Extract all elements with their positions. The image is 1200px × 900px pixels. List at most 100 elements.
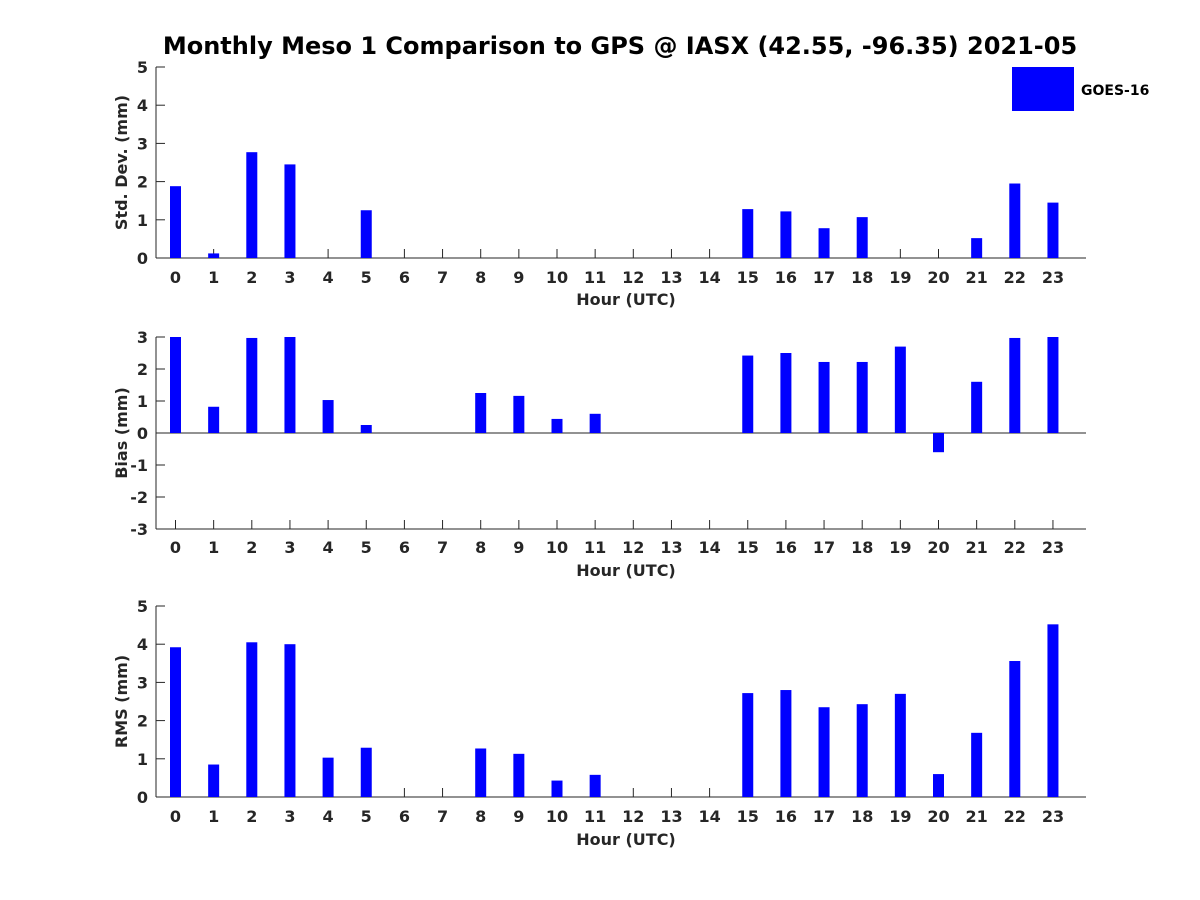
rms-y-tick-label: 3 [137, 673, 148, 692]
rms-bar-hour-11 [589, 774, 601, 797]
rms-x-tick-label: 14 [698, 807, 720, 826]
bias-x-tick-label: 8 [475, 538, 486, 557]
rms-x-tick-label: 22 [1004, 807, 1026, 826]
bias-bar-hour-19 [894, 346, 906, 433]
bias-bar-hour-23 [1047, 337, 1059, 433]
bias-x-tick-label: 12 [622, 538, 644, 557]
bias-bar-hour-20 [933, 433, 944, 453]
std-dev-y-tick-label: 5 [137, 58, 148, 77]
bias-bar-hour-9 [513, 395, 525, 433]
bias-x-tick-label: 21 [966, 538, 988, 557]
rms-bar-hour-22 [1009, 661, 1021, 797]
legend-swatch [1012, 67, 1074, 111]
rms-y-axis-label: RMS (mm) [112, 655, 131, 748]
std-dev-x-tick-label: 7 [437, 268, 448, 287]
rms-x-tick-label: 1 [208, 807, 219, 826]
rms-bar-hour-20 [933, 774, 944, 797]
bias-y-tick-label: 1 [137, 392, 148, 411]
rms-x-tick-label: 21 [966, 807, 988, 826]
rms-bar-hour-2 [246, 642, 258, 797]
bias-bar-hour-3 [284, 337, 296, 433]
std-dev-x-tick-label: 0 [170, 268, 181, 287]
rms-bar-hour-5 [360, 747, 372, 797]
std-dev-x-tick-label: 12 [622, 268, 644, 287]
rms-x-tick-label: 7 [437, 807, 448, 826]
std-dev-x-axis-label: Hour (UTC) [576, 290, 676, 309]
std-dev-x-tick-label: 6 [399, 268, 410, 287]
rms-x-tick-label: 4 [323, 807, 334, 826]
std-dev-x-tick-label: 8 [475, 268, 486, 287]
rms-x-tick-label: 6 [399, 807, 410, 826]
std-dev-x-tick-label: 18 [851, 268, 873, 287]
std-dev-y-axis-label: Std. Dev. (mm) [112, 95, 131, 230]
rms-x-tick-label: 16 [775, 807, 797, 826]
rms-bar-hour-3 [284, 644, 296, 797]
rms-bar-hour-23 [1047, 624, 1059, 797]
std-dev-bar-hour-1 [208, 253, 220, 258]
bias-x-tick-label: 11 [584, 538, 606, 557]
rms-bar-hour-4 [322, 757, 334, 797]
rms-x-tick-label: 0 [170, 807, 181, 826]
rms-x-tick-label: 15 [737, 807, 759, 826]
bias-bar-hour-16 [780, 353, 792, 433]
rms-bar-hour-17 [818, 707, 830, 797]
std-dev-x-tick-label: 13 [660, 268, 682, 287]
bias-x-tick-label: 13 [660, 538, 682, 557]
std-dev-y-tick-label: 1 [137, 211, 148, 230]
figure-title: Monthly Meso 1 Comparison to GPS @ IASX … [163, 32, 1077, 60]
std-dev-x-tick-label: 19 [889, 268, 911, 287]
std-dev-x-tick-label: 2 [246, 268, 257, 287]
rms-bar-hour-19 [894, 693, 906, 797]
bias-x-tick-label: 0 [170, 538, 181, 557]
rms-x-tick-label: 17 [813, 807, 835, 826]
rms-x-tick-label: 12 [622, 807, 644, 826]
bias-bar-hour-15 [742, 355, 754, 433]
std-dev-bar-hour-22 [1009, 183, 1021, 258]
bias-bar-hour-1 [208, 406, 220, 433]
bias-x-tick-label: 10 [546, 538, 568, 557]
std-dev-x-tick-label: 14 [698, 268, 720, 287]
bias-y-tick-label: -3 [130, 520, 148, 539]
bias-y-tick-label: -1 [130, 456, 148, 475]
std-dev-x-tick-label: 15 [737, 268, 759, 287]
std-dev-x-tick-label: 20 [927, 268, 949, 287]
legend-label: GOES-16 [1081, 83, 1149, 99]
bias-bar-hour-2 [246, 337, 258, 433]
bias-x-tick-label: 19 [889, 538, 911, 557]
std-dev-bar-hour-18 [856, 217, 868, 258]
std-dev-x-tick-label: 17 [813, 268, 835, 287]
std-dev-y-tick-label: 0 [137, 249, 148, 268]
bias-x-tick-label: 6 [399, 538, 410, 557]
bias-bar-hour-5 [360, 425, 372, 433]
rms-y-tick-label: 4 [137, 635, 148, 654]
rms-x-axis-label: Hour (UTC) [576, 830, 676, 849]
bias-x-tick-label: 15 [737, 538, 759, 557]
std-dev-bar-hour-17 [818, 228, 830, 258]
bias-x-tick-label: 17 [813, 538, 835, 557]
rms-x-tick-label: 18 [851, 807, 873, 826]
std-dev-bar-hour-16 [780, 211, 792, 258]
bias-x-tick-label: 2 [246, 538, 257, 557]
std-dev-x-tick-label: 16 [775, 268, 797, 287]
bias-x-tick-label: 9 [513, 538, 524, 557]
bias-x-tick-label: 5 [361, 538, 372, 557]
std-dev-x-tick-label: 10 [546, 268, 568, 287]
bias-y-tick-label: 2 [137, 360, 148, 379]
rms-x-tick-label: 20 [927, 807, 949, 826]
bias-x-tick-label: 4 [323, 538, 334, 557]
rms-x-tick-label: 8 [475, 807, 486, 826]
bias-bar-hour-17 [818, 361, 830, 433]
rms-bar-hour-21 [971, 732, 983, 797]
std-dev-x-tick-label: 21 [966, 268, 988, 287]
bias-y-tick-label: 3 [137, 328, 148, 347]
rms-x-tick-label: 11 [584, 807, 606, 826]
std-dev-x-tick-label: 1 [208, 268, 219, 287]
std-dev-bar-hour-2 [246, 152, 258, 258]
std-dev-y-tick-label: 4 [137, 96, 148, 115]
rms-x-tick-label: 13 [660, 807, 682, 826]
bias-bar-hour-18 [856, 361, 868, 433]
rms-x-tick-label: 3 [284, 807, 295, 826]
